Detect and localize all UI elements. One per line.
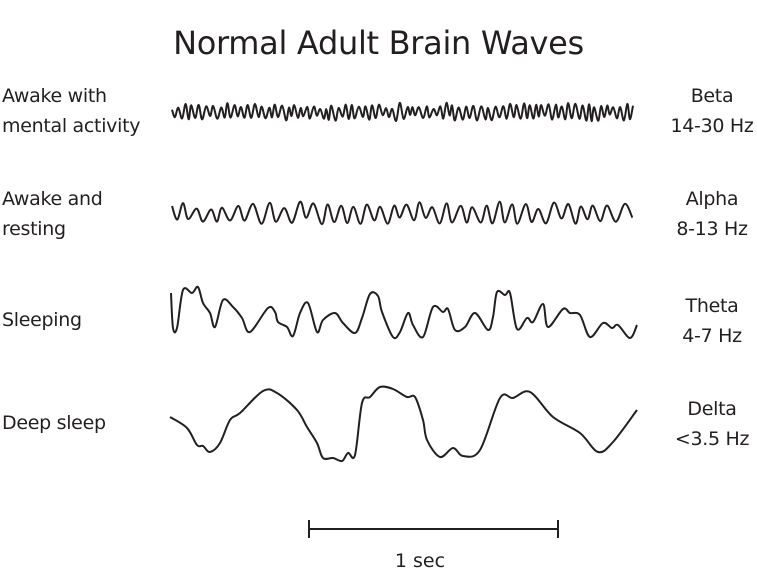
state-label-line: Awake and: [2, 188, 103, 210]
scale-bar: [308, 520, 559, 538]
state-label-line: resting: [2, 218, 66, 240]
band-name: Theta: [685, 295, 739, 317]
theta-waveform: [170, 285, 638, 340]
band-range: 14-30 Hz: [670, 115, 754, 137]
band-name: Beta: [690, 85, 734, 107]
band-range: 8-13 Hz: [676, 218, 748, 240]
state-label-beta: Awake with mental activity: [2, 81, 140, 141]
state-label-line: Awake with: [2, 85, 107, 107]
state-label-line: Deep sleep: [2, 412, 106, 434]
state-label-theta: Sleeping: [2, 305, 82, 335]
band-label-delta: Delta <3.5 Hz: [668, 394, 756, 454]
delta-waveform: [169, 385, 638, 463]
band-label-beta: Beta 14-30 Hz: [668, 81, 756, 141]
state-label-line: Sleeping: [2, 309, 82, 331]
band-name: Alpha: [685, 188, 739, 210]
scale-bar-label: 1 sec: [394, 550, 446, 572]
diagram-title: Normal Adult Brain Waves: [173, 24, 584, 62]
state-label-alpha: Awake and resting: [2, 184, 103, 244]
band-label-alpha: Alpha 8-13 Hz: [668, 184, 756, 244]
state-label-line: mental activity: [2, 115, 141, 137]
band-range: <3.5 Hz: [674, 428, 750, 450]
band-label-theta: Theta 4-7 Hz: [668, 291, 756, 351]
beta-waveform: [171, 101, 634, 123]
alpha-waveform: [171, 200, 634, 226]
band-range: 4-7 Hz: [682, 325, 742, 347]
band-name: Delta: [687, 398, 737, 420]
state-label-delta: Deep sleep: [2, 408, 106, 438]
